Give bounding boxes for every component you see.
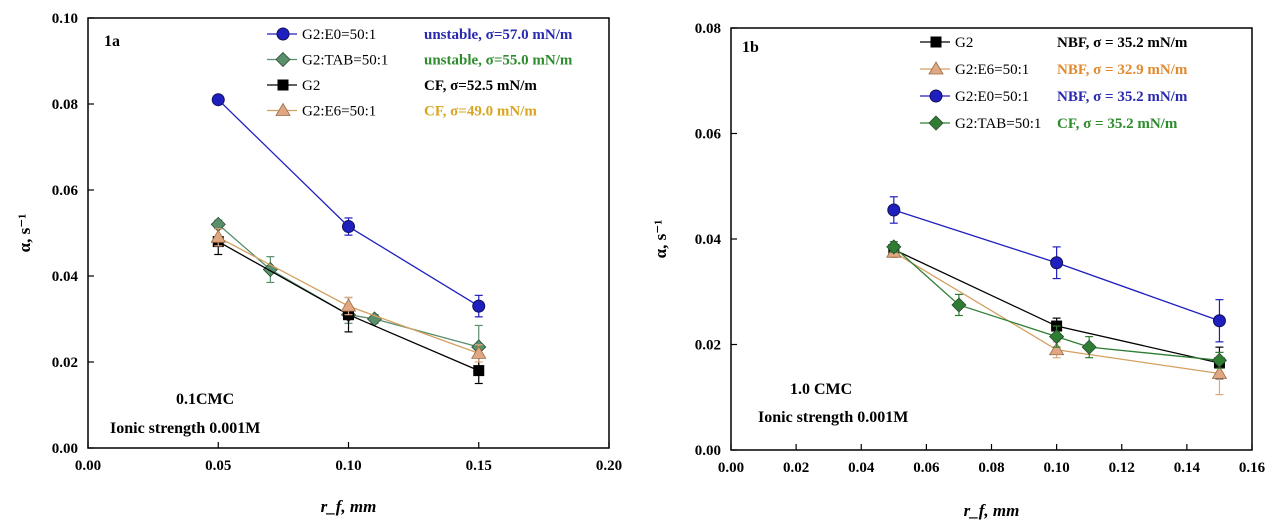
x-tick-label: 0.02 — [783, 460, 809, 476]
data-point — [471, 345, 487, 359]
x-axis-label: r_f, mm — [964, 501, 1020, 520]
data-point — [1081, 339, 1097, 355]
data-point — [886, 239, 902, 255]
y-tick-label: 0.10 — [52, 11, 78, 27]
x-tick-label: 0.00 — [75, 458, 101, 474]
chart-1b: 0.00 0.02 0.04 0.06 0.08 0.10 0.12 0.14 0.16 0.00… — [651, 21, 1266, 520]
x-tick-label: 0.15 — [466, 458, 492, 474]
legend-label: G2:E6=50:1 — [302, 104, 376, 120]
data-point — [340, 298, 357, 312]
y-tick-label: 0.08 — [695, 21, 721, 37]
series-g2-e6-50-1 — [210, 228, 487, 363]
data-point — [1212, 314, 1226, 328]
y-tick-label: 0.06 — [695, 127, 722, 143]
x-tick-label: 0.08 — [978, 460, 1004, 476]
legend-label: G2:TAB=50:1 — [955, 116, 1041, 132]
data-point — [472, 299, 486, 313]
stability-annotation: CF, σ=52.5 mN/m — [424, 78, 537, 94]
data-point — [887, 203, 901, 217]
data-point — [210, 229, 226, 243]
stability-annotation: NBF, σ = 35.2 mN/m — [1057, 89, 1188, 105]
series-line — [217, 99, 480, 307]
condition-label: Ionic strength 0.001M — [110, 420, 260, 437]
legend-marker — [277, 79, 289, 91]
y-axis-label: α, s⁻¹ — [15, 214, 34, 253]
condition-label: 1.0 CMC — [790, 381, 852, 398]
legend-marker — [929, 89, 943, 103]
stability-annotation: CF, σ = 35.2 mN/m — [1057, 116, 1178, 132]
y-tick-label: 0.02 — [52, 355, 78, 371]
x-tick-label: 0.12 — [1109, 460, 1135, 476]
x-tick-label: 0.05 — [205, 458, 231, 474]
x-axis-label: r_f, mm — [321, 497, 377, 516]
y-tick-label: 0.08 — [52, 97, 78, 113]
series-g2-e0-50-1 — [887, 196, 1226, 343]
condition-label: Ionic strength 0.001M — [758, 409, 908, 426]
y-tick-label: 0.02 — [695, 338, 721, 354]
legend-label: G2:E0=50:1 — [302, 27, 376, 43]
x-tick-label: 0.16 — [1239, 460, 1266, 476]
x-tick-label: 0.20 — [596, 458, 622, 474]
legend-marker — [928, 115, 944, 131]
y-tick-label: 0.00 — [52, 441, 78, 457]
condition-label: 0.1CMC — [176, 391, 234, 408]
x-tick-label: 0.10 — [1044, 460, 1070, 476]
stability-annotation: NBF, σ = 32.9 mN/m — [1057, 62, 1188, 78]
legend-label: G2 — [302, 78, 320, 94]
legend-marker — [275, 51, 291, 68]
stability-annotation: unstable, σ=55.0 mN/m — [424, 53, 573, 69]
panel-label: 1b — [742, 39, 759, 56]
data-point — [473, 365, 485, 377]
x-tick-label: 0.00 — [718, 460, 744, 476]
x-tick-label: 0.14 — [1174, 460, 1201, 476]
data-point — [1049, 329, 1065, 345]
legend-label: G2 — [955, 35, 973, 51]
data-point — [1050, 256, 1064, 270]
data-point — [951, 297, 967, 313]
data-point — [211, 93, 225, 107]
legend-marker — [930, 36, 942, 48]
x-tick-label: 0.04 — [848, 460, 875, 476]
legend-label: G2:TAB=50:1 — [302, 53, 388, 69]
data-point — [1211, 365, 1228, 379]
series-g2-tab-50-1 — [886, 239, 1228, 369]
legend-label: G2:E6=50:1 — [955, 62, 1029, 78]
legend-marker — [275, 102, 291, 116]
legend-marker — [276, 27, 290, 41]
y-tick-label: 0.00 — [695, 443, 721, 459]
data-point — [1211, 352, 1228, 368]
x-tick-label: 0.06 — [913, 460, 940, 476]
stability-annotation: CF, σ=49.0 mN/m — [424, 104, 537, 120]
data-point — [1048, 341, 1065, 356]
x-tick-label: 0.10 — [335, 458, 361, 474]
y-tick-label: 0.04 — [695, 232, 722, 248]
stability-annotation: unstable, σ=57.0 mN/m — [424, 27, 573, 43]
legend-marker — [928, 61, 944, 75]
y-axis-label: α, s⁻¹ — [651, 220, 670, 259]
legend-label: G2:E0=50:1 — [955, 89, 1029, 105]
chart-1a: 0.00 0.05 0.10 0.15 0.20 0.00 0.02 0.04 0.06 0.08… — [15, 11, 622, 516]
y-tick-label: 0.06 — [52, 183, 79, 199]
panel-label: 1a — [104, 33, 120, 50]
y-tick-label: 0.04 — [52, 269, 79, 285]
data-point — [342, 220, 355, 234]
series-g2-tab-50-1 — [210, 216, 487, 370]
stability-annotation: NBF, σ = 35.2 mN/m — [1057, 35, 1188, 51]
series-g2-e0-50-1 — [211, 93, 486, 318]
